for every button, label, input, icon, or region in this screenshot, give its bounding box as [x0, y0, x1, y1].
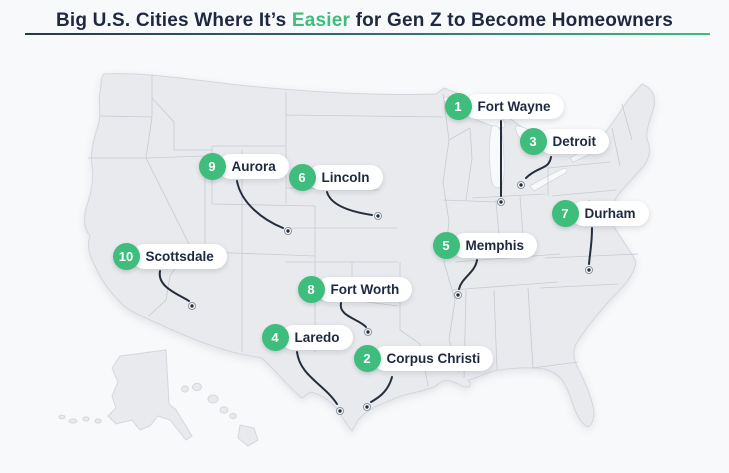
city-label: Aurora	[217, 153, 289, 179]
connector-line	[339, 302, 367, 328]
rank-badge: 7	[551, 199, 579, 227]
hawaii	[181, 382, 259, 447]
connector-line	[158, 270, 190, 302]
title-suffix: for Gen Z to Become Homeowners	[350, 10, 674, 31]
title-prefix: Big U.S. Cities Where It’s	[55, 10, 292, 31]
map-point-dot-center	[587, 268, 591, 272]
title-divider	[25, 33, 710, 35]
city-label: Durham	[570, 200, 649, 226]
rank-badge: 3	[519, 127, 547, 155]
rank-badge: 9	[198, 152, 226, 180]
city-label: Fort Wayne	[463, 93, 564, 119]
city-marker: 10 Scottsdale	[112, 242, 227, 270]
city-marker: 5 Memphis	[432, 231, 538, 259]
city-marker: 3 Detroit	[519, 127, 609, 155]
connector-line	[525, 156, 552, 179]
connector-line	[236, 180, 284, 229]
city-marker: 1 Fort Wayne	[444, 92, 564, 120]
connector-layer	[158, 120, 593, 415]
map-point-dot-center	[365, 405, 369, 409]
connector-line	[296, 351, 338, 405]
city-label: Scottsdale	[131, 243, 227, 269]
city-marker: 8 Fort Worth	[297, 275, 413, 303]
map-point-dot-center	[286, 229, 290, 233]
city-marker: 6 Lincoln	[288, 163, 383, 191]
map-point-dot-center	[499, 200, 503, 204]
title-highlight: Easier	[291, 10, 351, 31]
map-point-dot-center	[366, 330, 370, 334]
connector-line	[326, 191, 373, 216]
connector-line	[370, 376, 393, 403]
infographic-header: Big U.S. Cities Where It’s Easier for Ge…	[0, 10, 729, 32]
city-marker: 2 Corpus Christi	[353, 344, 494, 372]
rank-badge: 1	[444, 92, 472, 120]
rank-badge: 10	[112, 242, 140, 270]
map-point-dot-center	[190, 304, 194, 308]
rank-badge: 4	[261, 323, 289, 351]
city-label: Detroit	[538, 128, 609, 154]
map-point-dot-center	[376, 214, 380, 218]
city-label: Fort Worth	[316, 276, 413, 302]
city-marker: 9 Aurora	[198, 152, 289, 180]
map-point-dot-center	[338, 409, 342, 413]
rank-badge: 5	[432, 231, 460, 259]
city-marker: 7 Durham	[551, 199, 649, 227]
city-label: Corpus Christi	[372, 345, 494, 371]
rank-badge: 2	[353, 344, 381, 372]
city-label: Lincoln	[307, 164, 383, 190]
page-title: Big U.S. Cities Where It’s Easier for Ge…	[0, 10, 729, 32]
map-point-dot-center	[519, 183, 523, 187]
connector-line	[458, 259, 478, 290]
rank-badge: 6	[288, 163, 316, 191]
city-marker: 4 Laredo	[261, 323, 353, 351]
city-label: Memphis	[451, 232, 538, 258]
connector-line	[588, 227, 593, 265]
rank-badge: 8	[297, 275, 325, 303]
lake-erie	[529, 168, 568, 192]
map-point-dot-center	[456, 293, 460, 297]
alaska	[58, 349, 193, 441]
city-label: Laredo	[280, 324, 353, 350]
